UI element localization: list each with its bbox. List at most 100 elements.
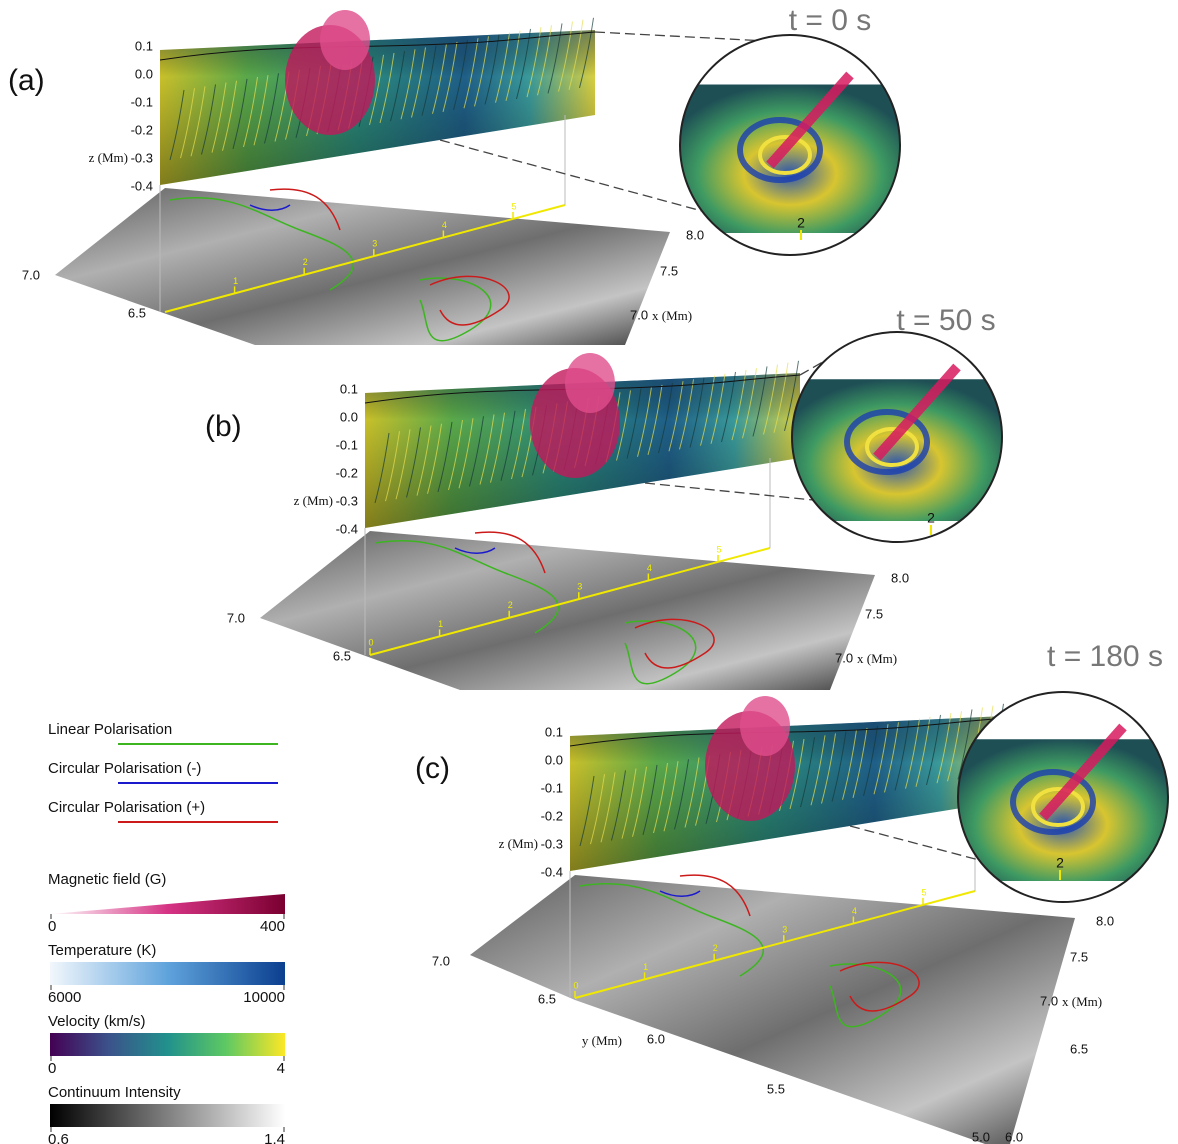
colorbar-min: 6000 <box>48 989 81 1006</box>
x-tick-label: 6.5 <box>1070 1041 1088 1056</box>
x-axis-label: x (Mm) <box>652 308 692 323</box>
y-tick-label: 5.0 <box>972 1129 990 1144</box>
z-tick-label: -0.2 <box>336 465 358 480</box>
figure: 123450.10.0-0.1-0.2-0.3-0.4z (Mm)7.06.58… <box>0 0 1178 1144</box>
continuum-floor <box>55 188 670 345</box>
y-tick-label: 5.5 <box>767 1081 785 1096</box>
z-tick-label: -0.2 <box>541 808 563 823</box>
x-tick-label: 6.0 <box>1005 1129 1023 1144</box>
z-tick-label: 0.1 <box>545 724 563 739</box>
z-axis-label: z (Mm) <box>499 836 538 851</box>
ruler-label: 4 <box>852 906 857 916</box>
ruler-label: 5 <box>511 201 516 211</box>
colorbar-max: 4 <box>277 1060 285 1077</box>
z-tick-label: 0.1 <box>135 38 153 53</box>
colorbar <box>50 962 285 985</box>
ruler-label: 3 <box>372 239 377 249</box>
inset-label: 2 <box>1056 855 1064 871</box>
field-tube <box>320 10 370 70</box>
field-tube <box>740 696 790 756</box>
inset-field <box>680 85 900 234</box>
colorbar-title: Magnetic field (G) <box>48 871 166 888</box>
y-tick-label: 7.0 <box>227 610 245 625</box>
z-tick-label: 0.1 <box>340 381 358 396</box>
x-tick-label: 7.0 <box>1040 993 1058 1008</box>
x-axis-label: x (Mm) <box>1062 994 1102 1009</box>
ruler-label: 3 <box>782 925 787 935</box>
colorbar-max: 1.4 <box>264 1131 285 1144</box>
colorbar-title: Continuum Intensity <box>48 1084 181 1101</box>
x-tick-label: 7.0 <box>630 307 648 322</box>
inset-label: 2 <box>797 215 805 231</box>
z-tick-label: -0.4 <box>336 521 358 536</box>
z-tick-label: -0.1 <box>541 780 563 795</box>
x-tick-label: 8.0 <box>891 570 909 585</box>
colorbar-max: 10000 <box>243 989 285 1006</box>
y-tick-label: 7.0 <box>432 953 450 968</box>
z-tick-label: 0.0 <box>135 66 153 81</box>
colorbar-min: 0 <box>48 1060 56 1077</box>
zoom-line <box>440 140 702 211</box>
legend: Linear Polarisation Circular Polarisation… <box>48 721 285 1144</box>
time-label: t = 180 s <box>1047 640 1163 673</box>
ruler-label: 4 <box>442 220 447 230</box>
x-axis-label: x (Mm) <box>857 651 897 666</box>
z-axis-label: z (Mm) <box>89 150 128 165</box>
ruler-label: 5 <box>921 887 926 897</box>
colorbar-title: Velocity (km/s) <box>48 1013 146 1030</box>
colorbar-max: 400 <box>260 918 285 935</box>
colorbar <box>50 1104 285 1127</box>
y-axis-label: y (Mm) <box>582 1033 622 1048</box>
colorbar-min: 0 <box>48 918 56 935</box>
z-tick-label: 0.0 <box>340 409 358 424</box>
ruler-label: 3 <box>577 582 582 592</box>
y-tick-label: 6.5 <box>128 305 146 320</box>
y-tick-label: 6.0 <box>647 1031 665 1046</box>
z-tick-label: -0.3 <box>541 836 563 851</box>
slab-shade <box>160 30 595 185</box>
z-tick-label: -0.4 <box>131 178 153 193</box>
x-tick-label: 7.5 <box>1070 949 1088 964</box>
colorbar-title: Temperature (K) <box>48 942 156 959</box>
inset <box>680 75 900 343</box>
z-tick-label: -0.2 <box>131 122 153 137</box>
ruler-label: 2 <box>713 943 718 953</box>
x-tick-label: 7.0 <box>835 650 853 665</box>
ruler-label: 1 <box>233 276 238 286</box>
colorbar-min: 0.6 <box>48 1131 69 1144</box>
field-tube <box>565 353 615 413</box>
legend-label: Circular Polarisation (-) <box>48 760 201 777</box>
zoom-line <box>850 826 979 860</box>
x-tick-label: 7.5 <box>865 606 883 621</box>
ruler-label: 0 <box>368 637 373 647</box>
legend-label: Circular Polarisation (+) <box>48 799 205 816</box>
ruler-label: 1 <box>643 962 648 972</box>
colorbar <box>50 1033 285 1056</box>
ruler-label: 5 <box>716 544 721 554</box>
z-tick-label: -0.3 <box>131 150 153 165</box>
panel-label: (c) <box>415 752 450 785</box>
continuum-floor <box>260 531 875 690</box>
y-tick-label: 6.5 <box>333 648 351 663</box>
ruler-label: 2 <box>303 257 308 267</box>
z-tick-label: -0.1 <box>336 437 358 452</box>
zoom-line <box>595 32 757 41</box>
inset-below <box>680 233 900 343</box>
ruler-label: 0 <box>573 980 578 990</box>
inset-label: 2 <box>927 510 935 526</box>
z-axis-label: z (Mm) <box>294 493 333 508</box>
continuum-floor <box>470 875 1075 1144</box>
colorbar <box>50 894 285 914</box>
ruler-label: 2 <box>508 600 513 610</box>
ruler-label: 4 <box>647 563 652 573</box>
z-tick-label: 0.0 <box>545 752 563 767</box>
time-label: t = 0 s <box>789 4 872 37</box>
inset-field <box>792 379 1002 521</box>
ruler-label: 1 <box>438 619 443 629</box>
panel-label: (a) <box>8 64 45 97</box>
y-tick-label: 6.5 <box>538 991 556 1006</box>
z-tick-label: -0.1 <box>131 94 153 109</box>
legend-label: Linear Polarisation <box>48 721 172 738</box>
z-tick-label: -0.4 <box>541 864 563 879</box>
